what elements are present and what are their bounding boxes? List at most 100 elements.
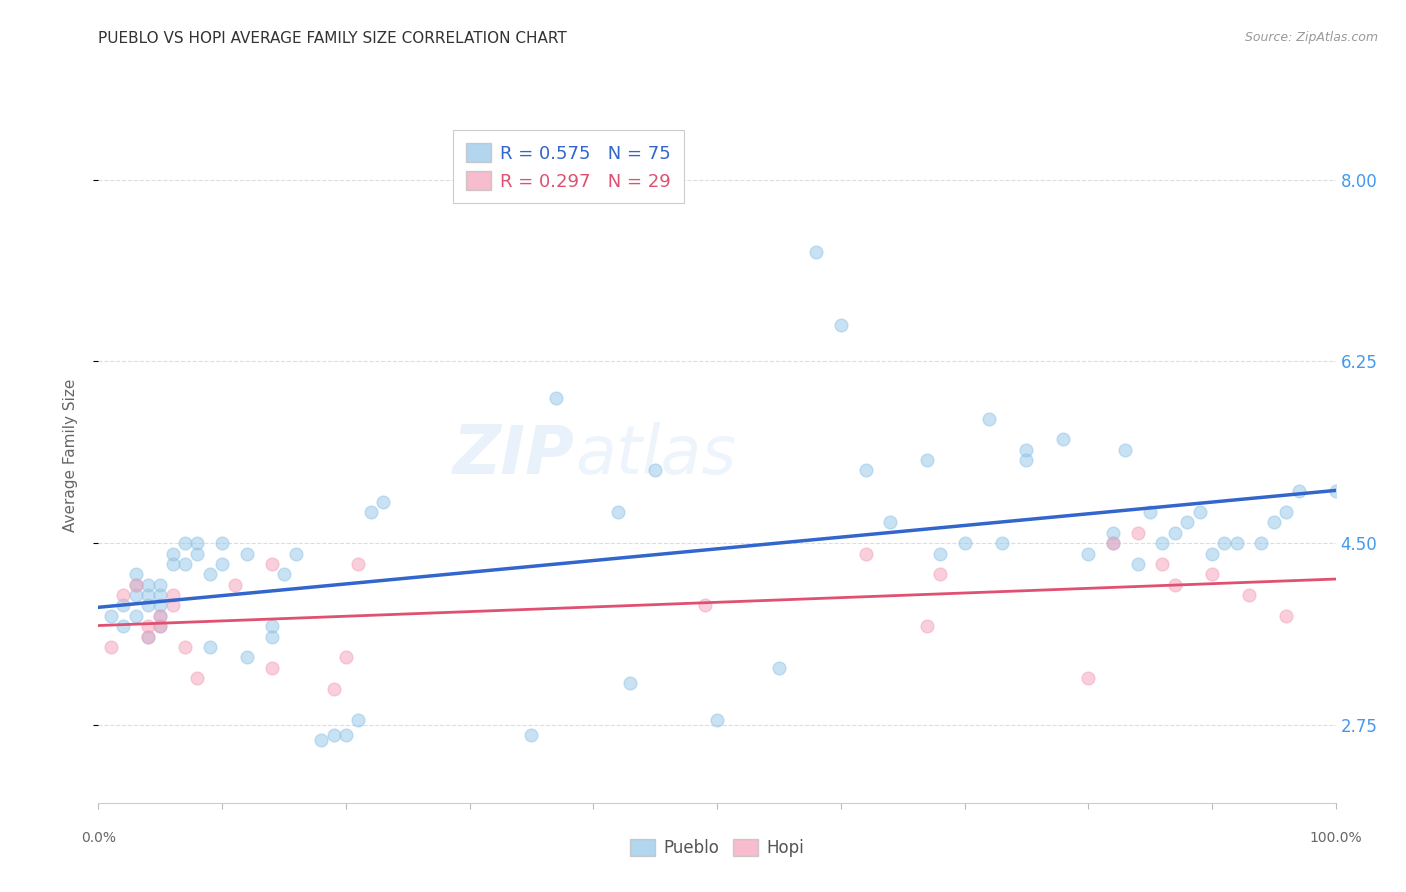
Point: [136, 619, 159, 633]
Point: [1152, 536, 1174, 550]
Point: [1175, 516, 1198, 530]
Point: [1164, 525, 1187, 540]
Point: [224, 578, 246, 592]
Point: [979, 411, 1001, 425]
Point: [136, 588, 159, 602]
Point: [347, 713, 370, 727]
Point: [1114, 442, 1136, 457]
Point: [347, 557, 370, 571]
Y-axis label: Average Family Size: Average Family Size: [63, 378, 77, 532]
Point: [1015, 442, 1038, 457]
Point: [1201, 567, 1223, 582]
Point: [124, 578, 146, 592]
Point: [706, 713, 728, 727]
Point: [186, 671, 208, 685]
Point: [1052, 433, 1074, 447]
Point: [112, 619, 135, 633]
Point: [149, 619, 172, 633]
Point: [136, 578, 159, 592]
Point: [1015, 453, 1038, 467]
Point: [236, 547, 259, 561]
Point: [309, 733, 332, 747]
Point: [198, 567, 221, 582]
Point: [1275, 505, 1298, 519]
Point: [1077, 547, 1099, 561]
Point: [186, 536, 208, 550]
Point: [149, 608, 172, 623]
Point: [124, 567, 146, 582]
Point: [112, 588, 135, 602]
Point: [1288, 484, 1310, 499]
Point: [112, 599, 135, 613]
Point: [1102, 525, 1125, 540]
Point: [260, 557, 283, 571]
Point: [100, 608, 122, 623]
Point: [149, 578, 172, 592]
Point: [1213, 536, 1236, 550]
Point: [1324, 484, 1347, 499]
Point: [124, 578, 146, 592]
Point: [1263, 516, 1285, 530]
Point: [990, 536, 1012, 550]
Point: [236, 650, 259, 665]
Point: [607, 505, 630, 519]
Point: [855, 463, 877, 477]
Point: [644, 463, 666, 477]
Text: 100.0%: 100.0%: [1309, 830, 1362, 845]
Point: [1237, 588, 1260, 602]
Point: [1201, 547, 1223, 561]
Point: [360, 505, 382, 519]
Point: [1139, 505, 1161, 519]
Point: [546, 391, 568, 405]
Point: [124, 608, 146, 623]
Point: [174, 640, 197, 654]
Point: [1102, 536, 1125, 550]
Text: atlas: atlas: [575, 422, 735, 488]
Point: [830, 318, 852, 332]
Point: [1226, 536, 1249, 550]
Point: [335, 728, 357, 742]
Point: [1164, 578, 1187, 592]
Point: [768, 661, 790, 675]
Point: [855, 547, 877, 561]
Text: PUEBLO VS HOPI AVERAGE FAMILY SIZE CORRELATION CHART: PUEBLO VS HOPI AVERAGE FAMILY SIZE CORRE…: [98, 31, 567, 46]
Point: [693, 599, 716, 613]
Point: [1152, 557, 1174, 571]
Point: [928, 547, 950, 561]
Point: [804, 245, 827, 260]
Point: [322, 728, 344, 742]
Point: [136, 599, 159, 613]
Point: [928, 567, 950, 582]
Point: [1102, 536, 1125, 550]
Point: [174, 536, 197, 550]
Legend: Pueblo, Hopi: Pueblo, Hopi: [624, 832, 810, 864]
Point: [260, 630, 283, 644]
Point: [1126, 557, 1149, 571]
Point: [260, 619, 283, 633]
Point: [174, 557, 197, 571]
Point: [149, 588, 172, 602]
Point: [1275, 608, 1298, 623]
Point: [260, 661, 283, 675]
Point: [1077, 671, 1099, 685]
Point: [285, 547, 308, 561]
Point: [1188, 505, 1211, 519]
Point: [335, 650, 357, 665]
Point: [619, 676, 641, 690]
Point: [136, 630, 159, 644]
Point: [371, 494, 394, 508]
Point: [520, 728, 543, 742]
Point: [162, 588, 184, 602]
Point: [136, 630, 159, 644]
Point: [124, 588, 146, 602]
Point: [149, 599, 172, 613]
Point: [879, 516, 901, 530]
Point: [917, 453, 939, 467]
Point: [211, 557, 233, 571]
Point: [198, 640, 221, 654]
Point: [149, 608, 172, 623]
Text: ZIP: ZIP: [453, 422, 575, 488]
Point: [100, 640, 122, 654]
Text: 0.0%: 0.0%: [82, 830, 115, 845]
Point: [186, 547, 208, 561]
